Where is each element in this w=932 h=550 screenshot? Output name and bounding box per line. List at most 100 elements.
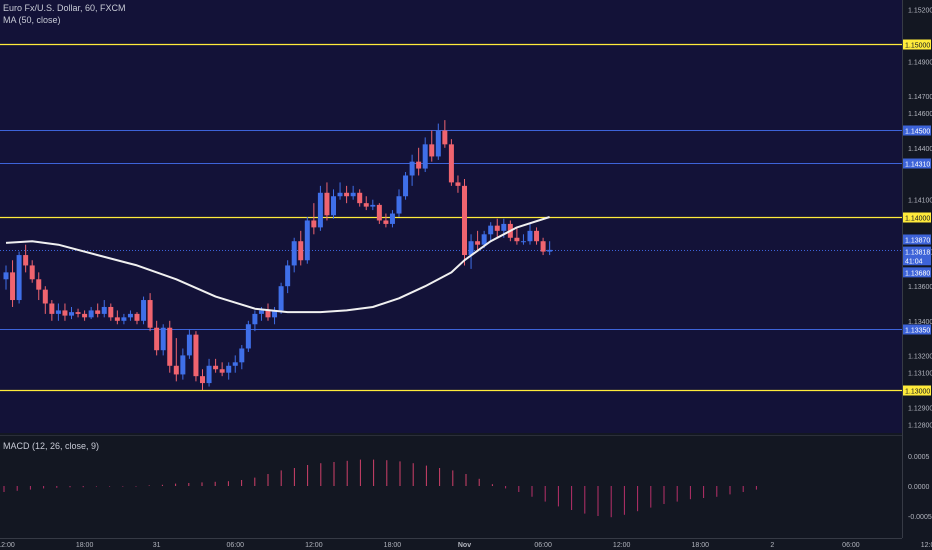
candle-body: [389, 213, 395, 224]
horizontal-level-label: 1.14500: [905, 129, 930, 136]
candle-body: [82, 313, 88, 318]
candle-body: [278, 286, 284, 311]
candle-body: [540, 241, 546, 252]
time-axis-label: 12:00: [305, 542, 323, 549]
horizontal-level-badge: [903, 158, 931, 169]
candle-body: [23, 255, 29, 266]
horizontal-level-badge: [903, 212, 931, 223]
candle-body: [55, 310, 61, 314]
candle-body: [108, 306, 114, 318]
candle-body: [3, 272, 9, 280]
candle-body: [422, 144, 428, 169]
candle-body: [154, 327, 160, 351]
price-tick-label: 1.14100: [908, 198, 932, 205]
candle-body: [337, 192, 343, 197]
candle-body: [10, 272, 16, 301]
price-tick-label: 1.14900: [908, 59, 932, 66]
candle-body: [376, 204, 382, 221]
time-axis-label: 18:00: [76, 542, 94, 549]
candle-body: [265, 310, 271, 318]
candle-body: [291, 241, 297, 266]
candle-body: [520, 241, 526, 243]
candle-body: [475, 241, 481, 245]
candle-body: [331, 196, 336, 216]
candle-body: [206, 365, 212, 384]
price-badge: [903, 234, 931, 245]
candle-body: [514, 237, 520, 242]
macd-pane-bg: [0, 438, 902, 538]
candle-body: [304, 220, 310, 261]
time-axis-label: 12:00: [613, 542, 631, 549]
horizontal-level-badge: [903, 385, 931, 396]
time-axis-label: 06:00: [534, 542, 552, 549]
candle-body: [245, 324, 251, 349]
candle-body: [29, 265, 35, 280]
price-badge-label: 1.13818: [905, 250, 930, 257]
candle-body: [258, 310, 264, 314]
candle-body: [435, 130, 441, 157]
candle-body: [75, 312, 81, 314]
candle-body: [69, 312, 74, 316]
candle-body: [101, 306, 107, 314]
horizontal-level-label: 1.14000: [905, 216, 930, 223]
candle-body: [173, 365, 179, 375]
price-badge-label: 1.13680: [905, 270, 930, 277]
price-pane-bg: [0, 0, 902, 433]
candle-body: [219, 369, 225, 373]
candle-body: [298, 241, 304, 261]
candle-body: [344, 192, 350, 197]
price-tick-label: 1.13600: [908, 284, 932, 291]
price-tick-label: 1.14600: [908, 111, 932, 118]
price-badge-label: 1.13870: [905, 237, 930, 244]
candle-body: [88, 310, 94, 318]
candle-body: [160, 327, 166, 351]
price-tick-label: 1.12800: [908, 423, 932, 430]
candle-body: [16, 255, 22, 301]
candle-body: [350, 192, 356, 197]
candle-body: [114, 317, 120, 321]
price-tick-label: 1.14400: [908, 146, 932, 153]
price-tick-label: 1.13400: [908, 319, 932, 326]
macd-tick-label: 0.0000: [908, 484, 930, 491]
candle-body: [429, 144, 435, 157]
candle-body: [383, 220, 389, 224]
horizontal-level-label: 1.14310: [905, 162, 930, 169]
candle-body: [121, 317, 127, 321]
candle-body: [494, 225, 500, 231]
price-tick-label: 1.13200: [908, 353, 932, 360]
candle-body: [141, 300, 147, 321]
price-tick-label: 1.13100: [908, 371, 932, 378]
candle-body: [239, 348, 245, 363]
candle-body: [311, 220, 317, 228]
candle-body: [455, 182, 461, 186]
time-axis-label: 18:00: [692, 542, 710, 549]
time-axis-label: 06:00: [842, 542, 860, 549]
macd-tick-label: 0.0005: [908, 454, 930, 461]
candle-body: [285, 265, 291, 287]
candle-body: [317, 192, 323, 228]
time-axis-label: 12:00: [0, 542, 15, 549]
time-axis-label: Nov: [458, 542, 471, 549]
candle-body: [488, 225, 494, 235]
candle-body: [527, 230, 533, 242]
candle-body: [193, 334, 199, 377]
candle-body: [468, 241, 474, 256]
candle-body: [62, 310, 68, 316]
time-axis-label: 06:00: [226, 542, 244, 549]
candle-body: [416, 161, 422, 169]
ma-legend: MA (50, close): [3, 15, 61, 25]
time-axis-label: 18:00: [384, 542, 402, 549]
price-tick-label: 1.12900: [908, 405, 932, 412]
candle-body: [272, 310, 278, 318]
candle-body: [547, 249, 553, 252]
candle-body: [232, 362, 238, 366]
candle-body: [127, 313, 133, 318]
candle-body: [442, 130, 448, 145]
candle-body: [324, 192, 330, 216]
candle-body: [213, 365, 219, 370]
price-tick-label: 1.15200: [908, 7, 932, 14]
time-axis-label: 12:00: [921, 542, 932, 549]
candle-body: [357, 192, 363, 204]
